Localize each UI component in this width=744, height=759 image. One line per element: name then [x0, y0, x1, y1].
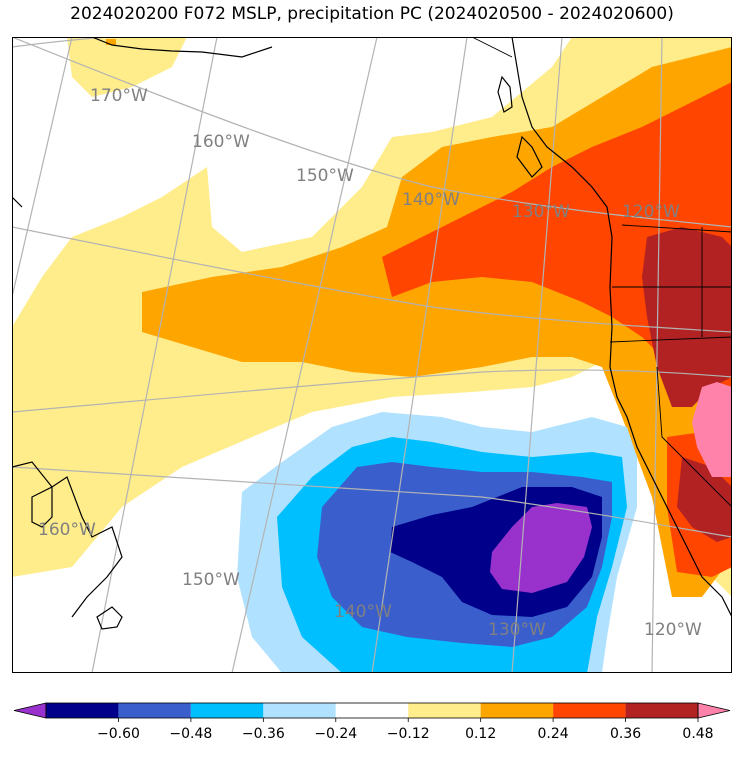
- grid-label: 140°W: [402, 190, 460, 210]
- colorbar-tick-label: 0.48: [682, 726, 713, 742]
- meridian-line: [91, 37, 218, 673]
- map-frame: [12, 37, 732, 673]
- meridian-line: [12, 37, 73, 298]
- coast-island: [31, 486, 53, 528]
- colorbar-segment: [118, 703, 191, 718]
- colorbar-segments: [13, 702, 731, 719]
- grid-label: 160°W: [192, 132, 250, 152]
- colorbar-tick-label: 0.36: [610, 726, 641, 742]
- grid-labels: 170°W 160°W 150°W 140°W 130°W 120°W 160°…: [38, 86, 702, 640]
- colorbar-segment: [190, 703, 264, 718]
- grid-label: 170°W: [90, 86, 148, 106]
- grid-label: 150°W: [296, 166, 354, 186]
- precip-region-purple: [490, 503, 592, 593]
- meridian-line: [231, 37, 378, 673]
- border-alaska-canada: [471, 37, 513, 58]
- map-title: 2024020200 F072 MSLP, precipitation PC (…: [70, 4, 674, 24]
- grid-label: 130°W: [512, 202, 570, 222]
- meridian-line: [511, 37, 563, 673]
- grid-label: 130°W: [488, 620, 546, 640]
- colorbar-segment: [625, 703, 698, 718]
- parallel-line: [12, 37, 732, 228]
- coast-alaska: [91, 37, 273, 58]
- colorbar-extend-high: [697, 702, 731, 719]
- grid-label: 160°W: [38, 520, 96, 540]
- political-borders: [471, 37, 732, 508]
- colorbar-frame: [45, 702, 699, 719]
- colorbar-tick-label: 0.12: [465, 726, 496, 742]
- colorbar-tick-label: 0.24: [538, 726, 569, 742]
- precip-region-pink: [692, 382, 732, 477]
- grid-label: 150°W: [182, 570, 240, 590]
- parallel-line: [12, 226, 732, 333]
- colorbar-segment: [263, 703, 336, 718]
- grid-label: 120°W: [644, 620, 702, 640]
- precip-region-orangered: [382, 82, 732, 477]
- colorbar-segment: [480, 703, 554, 718]
- precipitation-map: 170°W 160°W 150°W 140°W 130°W 120°W 160°…: [12, 37, 732, 673]
- precip-region-darkred: [642, 227, 732, 407]
- colorbar-extend-low: [13, 702, 47, 719]
- colorbar: −0.60 −0.48 −0.36 −0.24 −0.12 0.12 0.24 0.36 0.4…: [13, 702, 731, 742]
- colorbar-tick-label: −0.48: [169, 726, 212, 742]
- meridian-line: [651, 37, 663, 673]
- border-state: [609, 336, 732, 343]
- colorbar-segment: [553, 703, 626, 718]
- grid-label: 140°W: [334, 602, 392, 622]
- parallel-line: [12, 466, 732, 538]
- border-us-canada: [621, 224, 732, 233]
- coastlines: [12, 37, 732, 630]
- colorbar-segment: [335, 703, 409, 718]
- border-state: [656, 366, 732, 508]
- parallel-line: [12, 37, 116, 48]
- coast-aleutian: [12, 196, 123, 618]
- coast-north-america: [511, 37, 732, 618]
- colorbar-segment: [46, 703, 119, 718]
- colorbar-tick-label: −0.24: [314, 726, 357, 742]
- colorbar-tick-label: −0.36: [242, 726, 285, 742]
- coast-haida: [497, 75, 513, 113]
- colorbar-ticks: −0.60 −0.48 −0.36 −0.24 −0.12 0.12 0.24 0.36 0.4…: [97, 718, 714, 742]
- colorbar-tick-label: −0.12: [387, 726, 430, 742]
- precip-region-yellow-north: [67, 37, 187, 97]
- coast-vancouver: [516, 135, 543, 178]
- colorbar-tick-label: −0.60: [97, 726, 140, 742]
- coast-island: [96, 606, 123, 630]
- colorbar-segment: [408, 703, 481, 718]
- meridian-line: [371, 37, 468, 673]
- parallel-line: [12, 369, 732, 413]
- precip-region-darkred-south: [677, 457, 732, 542]
- graticule: [12, 37, 732, 673]
- grid-label: 120°W: [622, 202, 680, 222]
